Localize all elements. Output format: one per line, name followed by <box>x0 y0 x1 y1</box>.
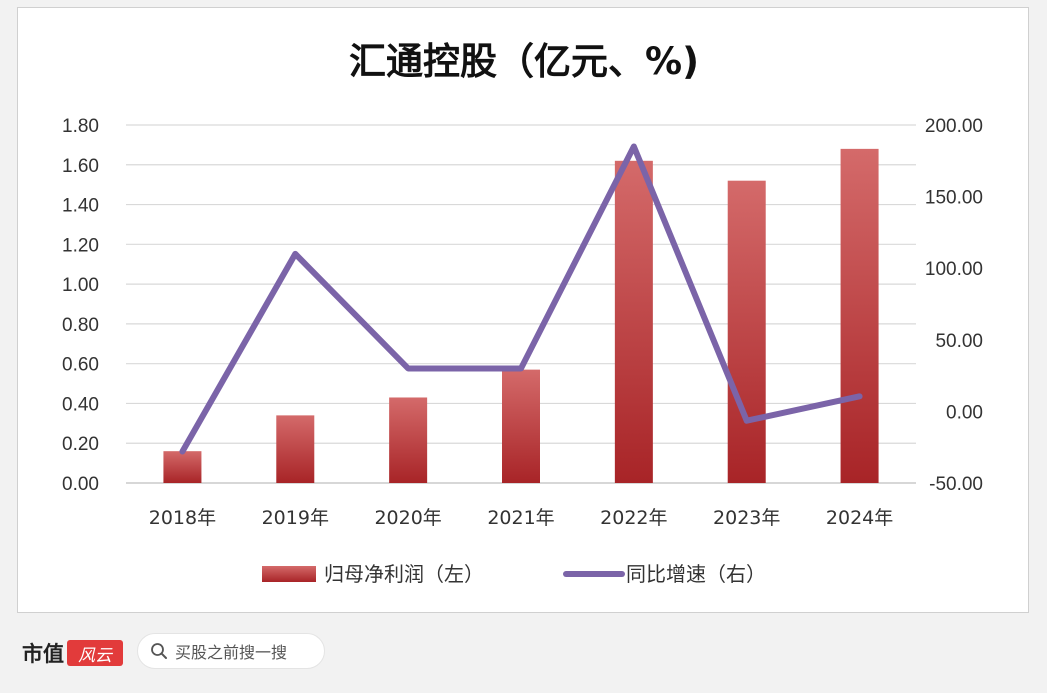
bar <box>276 415 315 483</box>
left-axis-tick-label: 0.60 <box>62 355 99 376</box>
brand-logo[interactable]: 市值 风云 <box>22 638 123 668</box>
right-axis-tick-label: -50.00 <box>929 474 983 495</box>
left-axis-tick-label: 0.20 <box>62 434 99 455</box>
x-axis-tick-label: 2023年 <box>713 507 780 529</box>
bar <box>389 397 428 483</box>
left-axis-tick-label: 1.40 <box>62 196 99 217</box>
left-axis-tick-label: 1.80 <box>62 116 99 137</box>
bar <box>614 160 653 484</box>
footer: 市值 风云 买股之前搜一搜 <box>0 622 1047 682</box>
right-axis-tick-label: 0.00 <box>946 402 983 423</box>
legend-bar-label: 归母净利润（左） <box>324 562 484 586</box>
x-axis-tick-label: 2018年 <box>149 507 216 529</box>
x-axis-tick-label: 2020年 <box>374 507 441 529</box>
legend-line-label: 同比增速（右） <box>626 562 766 586</box>
search-icon <box>151 643 167 659</box>
right-axis-tick-label: 50.00 <box>935 331 983 352</box>
bar <box>502 369 540 483</box>
x-axis-tick-label: 2022年 <box>600 507 667 529</box>
x-axis-tick-label: 2024年 <box>826 507 893 529</box>
chart: 汇通控股（亿元、%) 0.00 0.20 0.40 0.60 0.80 1.00 1.20 1… <box>62 40 983 586</box>
left-axis-tick-label: 0.00 <box>62 474 99 495</box>
search-input[interactable]: 买股之前搜一搜 <box>137 633 325 669</box>
right-axis-tick-label: 150.00 <box>925 188 983 209</box>
left-axis-tick-label: 1.60 <box>62 156 99 177</box>
bar <box>163 451 202 483</box>
left-axis-tick-label: 0.40 <box>62 394 99 415</box>
right-axis-tick-label: 200.00 <box>925 116 983 137</box>
left-axis-tick-label: 1.00 <box>62 275 99 296</box>
search-placeholder: 买股之前搜一搜 <box>175 643 288 662</box>
brand-text: 市值 <box>22 641 64 666</box>
left-axis-tick-label: 0.80 <box>62 315 99 336</box>
x-axis-tick-label: 2021年 <box>487 507 554 529</box>
legend-bar-swatch <box>262 566 316 582</box>
left-axis-tick-label: 1.20 <box>62 235 99 256</box>
bar <box>840 148 879 483</box>
bar <box>727 180 766 483</box>
brand-logo-badge: 风云 <box>67 640 123 666</box>
right-axis-tick-label: 100.00 <box>925 259 983 280</box>
x-axis-tick-label: 2019年 <box>262 507 329 529</box>
chart-card: 汇通控股（亿元、%) 0.00 0.20 0.40 0.60 0.80 1.00 1.20 1… <box>17 7 1029 613</box>
chart-title: 汇通控股（亿元、%) <box>349 40 699 83</box>
